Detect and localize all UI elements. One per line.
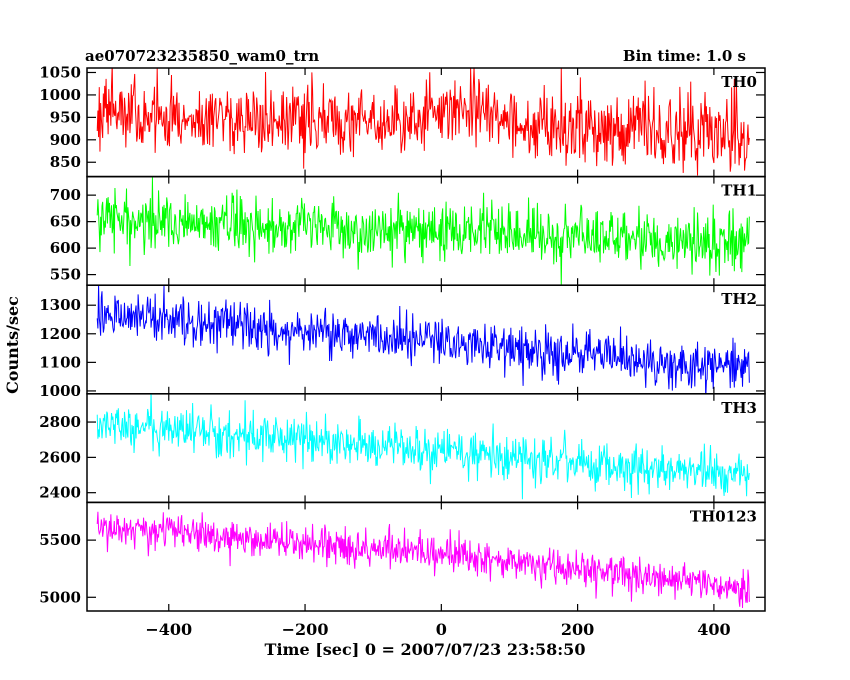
x-tick-label: 200	[561, 620, 594, 639]
y-tick-label: 600	[50, 239, 81, 257]
y-tick-label: 2400	[39, 484, 81, 502]
y-tick-label: 1000	[39, 382, 81, 400]
panel-label-th2: TH2	[721, 290, 757, 308]
chart-title-right: Bin time: 1.0 s	[623, 47, 746, 65]
panel-th0: 850 900 950 1000 1050 TH0	[39, 63, 766, 178]
y-tick-label: 5000	[39, 588, 81, 606]
panel-frame	[86, 501, 766, 612]
y-tick-label: 1300	[39, 296, 81, 314]
series-line-th2	[96, 285, 750, 394]
panel-label-th0: TH0	[721, 73, 757, 91]
y-tick-label: 1200	[39, 325, 81, 343]
panel-label-th3: TH3	[721, 399, 757, 417]
panel-label-th1: TH1	[721, 182, 757, 200]
series-line-th1	[96, 177, 750, 286]
panel-th2: 1000 1100 1200 1300 TH2	[39, 284, 766, 400]
series-line-th3	[96, 393, 750, 500]
series-line-th0	[96, 68, 750, 176]
panel-frame	[86, 284, 766, 395]
x-tick-label: 0	[436, 620, 447, 639]
chart-title-left: ae070723235850_wam0_trn	[85, 47, 319, 65]
y-tick-label: 550	[50, 266, 81, 284]
x-tick-label: −200	[282, 620, 329, 639]
y-tick-label: 850	[50, 153, 81, 171]
panel-th1: 550 600 650 700 TH1	[50, 175, 766, 286]
panel-label-th0123: TH0123	[690, 507, 757, 525]
y-axis-label: Counts/sec	[3, 296, 22, 394]
y-tick-label: 700	[50, 186, 81, 204]
x-axis: −400 −200 0 200 400	[145, 620, 730, 639]
y-tick-label: 1050	[39, 63, 81, 81]
panel-th3: 2400 2600 2800 TH3	[39, 393, 766, 504]
x-axis-label: Time [sec] 0 = 2007/07/23 23:58:50	[265, 640, 586, 659]
y-tick-label: 1000	[39, 86, 81, 104]
x-tick-label: −400	[145, 620, 192, 639]
y-tick-label: 950	[50, 108, 81, 126]
y-tick-label: 2600	[39, 448, 81, 466]
panel-th0123: 5000 5500 TH0123	[39, 501, 766, 612]
y-tick-label: 2800	[39, 413, 81, 431]
y-tick-label: 650	[50, 213, 81, 231]
y-tick-label: 5500	[39, 531, 81, 549]
series-line-th0123	[96, 511, 750, 609]
y-tick-label: 1100	[39, 353, 81, 371]
x-tick-label: 400	[697, 620, 730, 639]
y-tick-label: 900	[50, 131, 81, 149]
